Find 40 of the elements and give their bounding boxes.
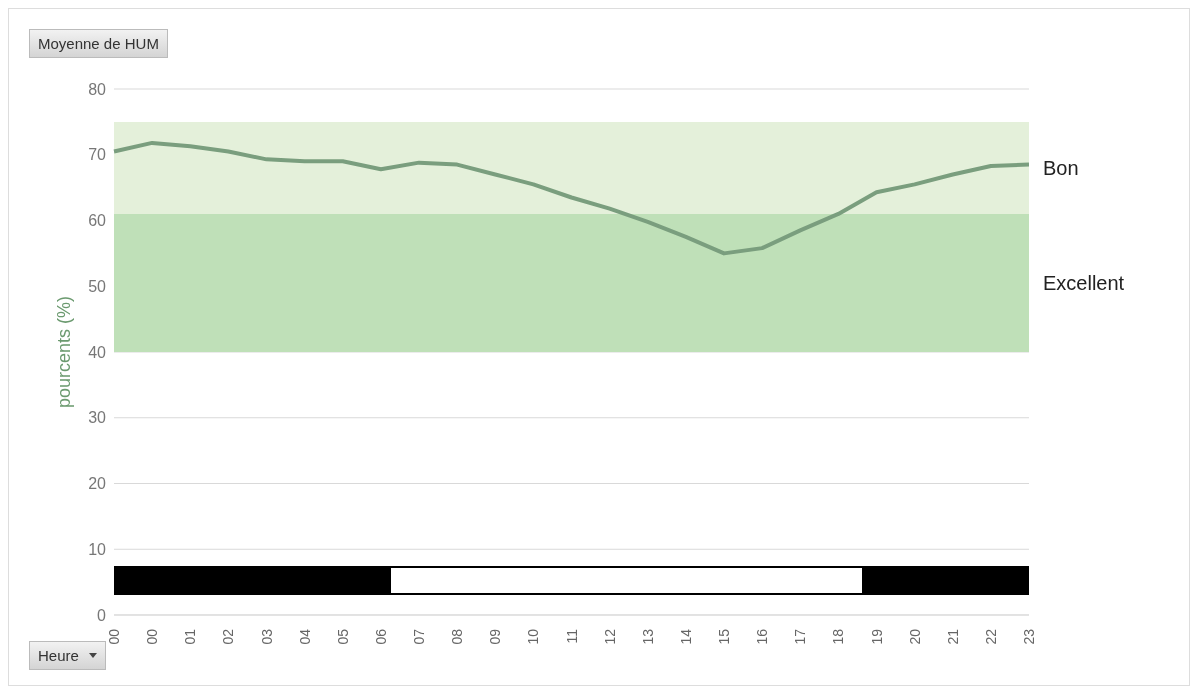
x-tick-label: 01 <box>182 628 199 645</box>
y-tick-label: 20 <box>88 475 107 493</box>
x-tick-label: 12 <box>601 628 618 645</box>
x-tick-label: 06 <box>372 628 389 645</box>
x-tick-label: 00 <box>144 628 161 645</box>
y-tick-label: 70 <box>88 146 107 164</box>
y-tick-label: 10 <box>88 540 107 558</box>
x-tick-label: 10 <box>525 628 542 645</box>
band-label: Bon <box>1043 157 1079 179</box>
y-tick-label: 0 <box>97 606 107 624</box>
x-tick-label: 20 <box>906 628 923 645</box>
chart-title: Moyenne de HUM <box>29 29 168 58</box>
x-tick-label: 07 <box>411 628 427 645</box>
x-tick-label: 08 <box>449 628 466 645</box>
x-tick-label: 11 <box>563 628 580 644</box>
y-axis-title: pourcents (%) <box>54 295 75 409</box>
x-tick-label: 02 <box>220 628 237 645</box>
x-tick-label: 16 <box>754 628 771 645</box>
x-tick-label: 05 <box>334 628 351 645</box>
x-tick-label: 00 <box>106 628 122 645</box>
y-tick-label: 50 <box>88 277 107 295</box>
y-tick-label: 30 <box>88 409 107 427</box>
line-series <box>112 140 1031 256</box>
x-tick-label: 04 <box>296 628 313 645</box>
x-tick-label: 15 <box>716 628 732 645</box>
x-tick-label: 19 <box>868 628 885 645</box>
x-tick-label: 22 <box>982 628 999 645</box>
y-tick-label: 80 <box>88 80 107 98</box>
x-tick-label: 18 <box>830 628 847 645</box>
x-tick-label: 13 <box>639 628 656 645</box>
x-tick-label: 21 <box>944 628 961 645</box>
x-axis-title: Heure <box>38 647 79 664</box>
y-tick-label: 60 <box>88 212 107 230</box>
x-tick-label: 03 <box>258 628 275 645</box>
x-tick-label: 09 <box>487 628 504 645</box>
y-tick-label: 40 <box>88 343 107 361</box>
band-label: Excellent <box>1043 272 1125 295</box>
x-tick-label: 23 <box>1021 628 1037 645</box>
x-tick-label: 14 <box>677 628 694 645</box>
x-tick-label: 17 <box>792 628 809 645</box>
